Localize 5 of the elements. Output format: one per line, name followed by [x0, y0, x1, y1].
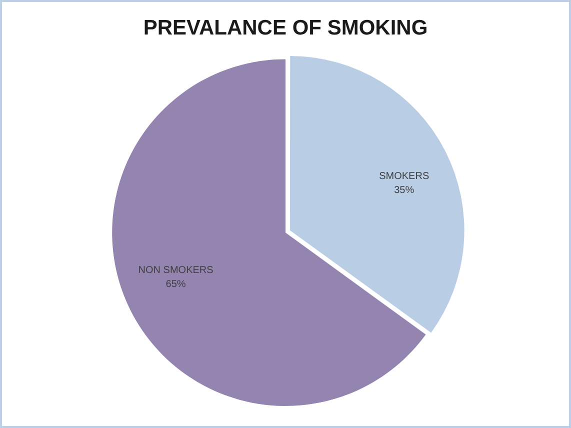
slice-label: NON SMOKERS [138, 265, 214, 276]
chart-title: PREVALANCE OF SMOKING [143, 16, 428, 40]
slice-label: SMOKERS [379, 170, 430, 182]
data-label: 65% [166, 279, 186, 290]
data-label: 35% [394, 184, 414, 196]
